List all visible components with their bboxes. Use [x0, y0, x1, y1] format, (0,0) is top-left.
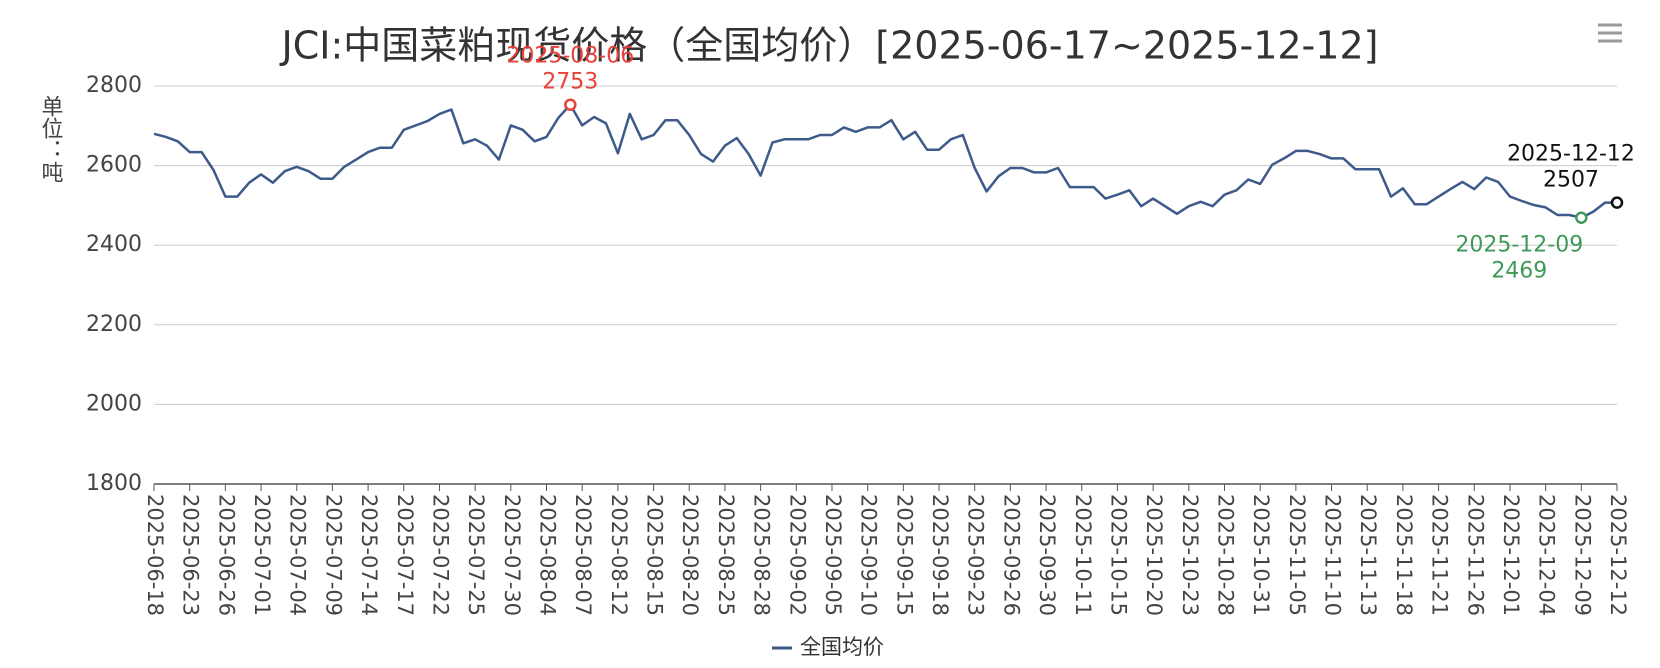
x-tick-label: 2025-08-12 [607, 494, 631, 616]
x-tick-label: 2025-08-07 [571, 494, 595, 616]
x-tick-label: 2025-10-28 [1213, 494, 1237, 616]
y-tick-label: 2800 [86, 73, 142, 98]
x-tick-label: 2025-08-04 [536, 494, 560, 616]
x-tick-label: 2025-12-12 [1606, 494, 1630, 616]
series-line [153, 103, 1617, 219]
x-tick-label: 2025-06-23 [179, 494, 203, 616]
x-tick-label: 2025-08-28 [750, 494, 774, 616]
x-tick-label: 2025-12-01 [1499, 494, 1523, 616]
x-tick-label: 2025-10-20 [1142, 494, 1166, 616]
y-tick-label: 1800 [86, 471, 142, 496]
y-tick-label: 2400 [86, 232, 142, 257]
x-tick-label: 2025-11-26 [1463, 494, 1487, 616]
annotation-date: 2025-08-06 [506, 44, 634, 69]
x-tick-label: 2025-09-30 [1035, 494, 1059, 616]
chart-title: JCI:中国菜粕现货价格（全国均价）[2025-06-17~2025-12-12… [280, 24, 1379, 68]
x-tick-label: 2025-10-15 [1106, 494, 1130, 616]
annotation-value: 2469 [1491, 259, 1547, 284]
x-tick-label: 2025-08-15 [643, 494, 667, 616]
annotation-value: 2507 [1543, 168, 1599, 193]
annotation-marker [1610, 196, 1624, 209]
x-tick-label: 2025-08-20 [678, 494, 702, 616]
y-tick-label: 2600 [86, 153, 142, 178]
x-tick-label: 2025-07-17 [393, 494, 417, 616]
x-tick-label: 2025-11-05 [1285, 494, 1309, 616]
x-tick-label: 2025-10-23 [1178, 494, 1202, 616]
x-tick-label: 2025-09-26 [999, 494, 1023, 616]
x-tick-label: 2025-08-25 [714, 494, 738, 616]
x-tick-label: 2025-06-18 [143, 494, 167, 616]
menu-icon[interactable] [1598, 23, 1622, 43]
x-tick-label: 2025-09-23 [964, 494, 988, 616]
x-tick-label: 2025-09-02 [785, 494, 809, 616]
x-tick-label: 2025-07-01 [250, 494, 274, 616]
x-tick-label: 2025-07-22 [428, 494, 452, 616]
x-tick-label: 2025-09-18 [928, 494, 952, 616]
annotation-date: 2025-12-09 [1455, 233, 1583, 258]
x-tick-label: 2025-07-30 [500, 494, 524, 616]
x-tick-label: 2025-06-26 [214, 494, 238, 616]
legend-label: 全国均价 [800, 635, 884, 659]
x-tick-label: 2025-11-13 [1356, 494, 1380, 616]
x-tick-label: 2025-09-15 [892, 494, 916, 616]
x-tick-label: 2025-12-09 [1570, 494, 1594, 616]
y-tick-label: 2200 [86, 312, 142, 337]
y-tick-label: 2000 [86, 391, 142, 416]
x-tick-label: 2025-09-05 [821, 494, 845, 616]
annotation-marker [564, 98, 577, 111]
x-tick-label: 2025-10-11 [1071, 494, 1095, 616]
x-tick-label: 2025-11-21 [1428, 494, 1452, 616]
x-tick-label: 2025-10-31 [1249, 494, 1273, 616]
x-tick-label: 2025-07-09 [321, 494, 345, 616]
x-tick-label: 2025-07-14 [357, 494, 381, 616]
annotation-date: 2025-12-12 [1507, 142, 1635, 167]
x-tick-label: 2025-11-18 [1392, 494, 1416, 616]
annotation-value: 2753 [542, 70, 598, 95]
annotation-marker [1575, 211, 1588, 224]
x-tick-label: 2025-11-10 [1321, 494, 1345, 616]
x-tick-label: 2025-09-10 [857, 494, 881, 616]
x-tick-label: 2025-07-04 [286, 494, 310, 616]
x-tick-label: 2025-07-25 [464, 494, 488, 616]
y-axis-label: 单位：吨 [38, 95, 64, 183]
x-tick-label: 2025-12-04 [1535, 494, 1559, 616]
